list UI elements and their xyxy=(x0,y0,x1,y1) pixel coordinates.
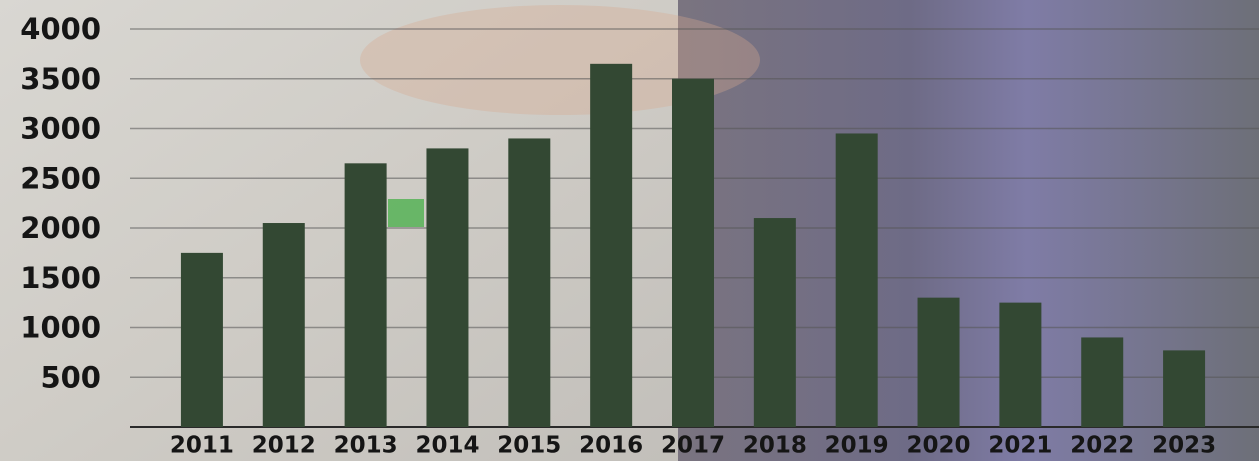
background-left xyxy=(0,0,678,461)
background-blob xyxy=(360,5,760,115)
x-tick-label: 2017 xyxy=(661,433,725,459)
bar xyxy=(835,133,878,427)
x-tick-label: 2019 xyxy=(825,433,889,459)
x-tick-label: 2020 xyxy=(907,433,971,459)
bar xyxy=(180,252,223,427)
y-tick-label: 1500 xyxy=(20,261,101,295)
bar xyxy=(590,63,633,427)
y-tick-label: 500 xyxy=(40,360,101,394)
x-tick-label: 2012 xyxy=(252,433,316,459)
x-tick-label: 2014 xyxy=(415,433,479,459)
x-tick-label: 2015 xyxy=(497,433,561,459)
bar xyxy=(917,297,960,427)
x-tick-label: 2021 xyxy=(988,433,1052,459)
bar xyxy=(426,148,469,427)
y-tick-label: 1000 xyxy=(20,311,101,345)
y-tick-label: 2000 xyxy=(20,211,101,245)
x-tick-label: 2018 xyxy=(743,433,807,459)
x-tick-label: 2016 xyxy=(579,433,643,459)
bar xyxy=(262,223,305,427)
x-tick-label: 2011 xyxy=(170,433,234,459)
x-tick-label: 2013 xyxy=(334,433,398,459)
bar xyxy=(508,138,551,427)
x-tick-label: 2023 xyxy=(1152,433,1216,459)
bar xyxy=(753,218,796,427)
y-tick-label: 3000 xyxy=(20,112,101,146)
bar xyxy=(1081,337,1124,427)
bar xyxy=(1163,350,1206,427)
bar xyxy=(672,78,714,427)
y-tick-label: 3500 xyxy=(20,62,101,96)
x-tick-label: 2022 xyxy=(1070,433,1134,459)
y-tick-label: 2500 xyxy=(20,161,101,195)
bar xyxy=(999,302,1042,427)
background-accent xyxy=(388,199,424,227)
bar xyxy=(344,163,387,427)
y-tick-label: 4000 xyxy=(20,12,101,46)
